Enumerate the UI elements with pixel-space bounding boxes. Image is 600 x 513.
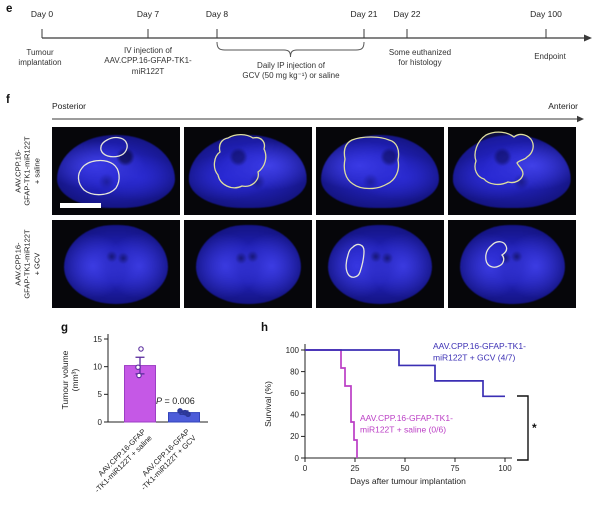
timeline-day-21: Day 21 [350,9,378,19]
brain-section-image [184,220,312,308]
svg-text:Survival (%): Survival (%) [263,381,273,427]
timeline-day-22: Day 22 [393,9,421,19]
svg-text:AAV.CPP.16-GFAP-TK1-miR122T +: AAV.CPP.16-GFAP-TK1-miR122T + GCV (4/7) [433,341,526,363]
svg-text:100: 100 [286,346,300,355]
svg-text:20: 20 [290,432,299,441]
timeline-day-7: Day 7 [136,9,160,19]
brain-section-image [448,127,576,215]
arrowhead-icon [577,115,584,123]
tumour-outline-overlay [345,243,365,278]
tumour-outline-overlay [485,241,508,268]
svg-text:10: 10 [93,362,102,371]
svg-text:50: 50 [401,464,410,473]
svg-text:40: 40 [290,411,299,420]
svg-text:P = 0.006: P = 0.006 [156,396,195,406]
tumour-outline-overlay [343,136,400,190]
posterior-label: Posterior [52,101,87,111]
survival-km-chart: 0 20 40 60 80 100 0 25 50 75 100 AAV.CPP.16-GFAP-TK… [263,341,537,486]
brain-row-gcv [52,220,576,308]
timeline-note-tumour-implantation: Tumour implantation [18,48,62,68]
tumour-outline-overlay [77,136,128,196]
svg-text:60: 60 [290,389,299,398]
brain-slice [57,134,175,208]
panel-g-letter: g [61,322,69,334]
brain-slice [195,225,301,304]
timeline-arrowhead [584,34,592,42]
brain-slice [321,134,439,208]
tumour-outline-overlay [474,131,534,186]
panel-e-letter: e [6,3,13,15]
brain-section-image [52,127,180,215]
timeline-note-iv-injection: IV injection of AAV.CPP.16-GFAP-TK1- miR… [104,46,192,76]
timeline-day-100: Day 100 [530,9,562,19]
svg-text:*: * [532,421,537,435]
svg-text:80: 80 [290,367,299,376]
posterior-anterior-arrow [52,115,584,123]
svg-text:5: 5 [98,390,103,399]
svg-text:Tumour volume(mm³): Tumour volume(mm³) [60,350,80,409]
svg-text:AAV.CPP.16-GFAP-TK1-miR122T +: AAV.CPP.16-GFAP-TK1-miR122T + saline (0/… [360,413,453,435]
timeline-axis [41,29,592,58]
svg-text:Days after tumour implantation: Days after tumour implantation [350,476,466,486]
timeline-day-0: Day 0 [30,9,54,19]
svg-text:0: 0 [98,418,103,427]
brain-section-image [52,220,180,308]
timeline-bracket [216,41,365,58]
svg-text:25: 25 [351,464,360,473]
anterior-label: Anterior [548,101,578,111]
tumour-outline-overlay [213,133,267,189]
brain-section-image [184,127,312,215]
timeline-note-histology: Some euthanized for histology [388,48,452,68]
svg-text:15: 15 [93,335,102,344]
panel-f-letter: f [6,94,10,106]
brain-slice [327,225,433,304]
timeline-day-8: Day 8 [205,9,229,19]
svg-text:0: 0 [303,464,308,473]
brain-section-image [448,220,576,308]
brain-section-image [316,127,444,215]
brain-section-image [316,220,444,308]
brain-row-saline [52,127,576,215]
svg-text:75: 75 [451,464,460,473]
svg-text:0: 0 [295,454,300,463]
panel-h-letter: h [261,322,269,334]
timeline-note-endpoint: Endpoint [534,52,566,61]
scale-bar [59,203,101,208]
brain-slice [63,225,169,304]
svg-text:100: 100 [498,464,512,473]
timeline-note-gcv-injection: Daily IP injection of GCV (50 mg kg⁻¹) o… [242,61,340,81]
